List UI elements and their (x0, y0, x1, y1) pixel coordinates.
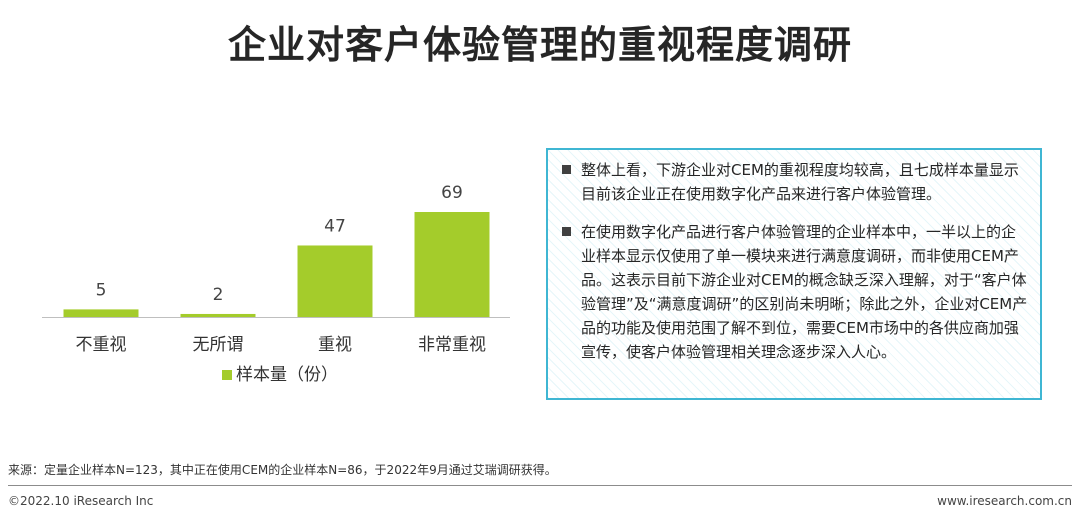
category-label: 无所谓 (193, 335, 244, 355)
footer-divider (8, 485, 1072, 486)
notes-box: 整体上看，下游企业对CEM的重视程度均较高，且七成样本量显示目前该企业正在使用数… (546, 148, 1042, 400)
note-text: 在使用数字化产品进行客户体验管理的企业样本中，一半以上的企业样本显示仅使用了单一… (581, 223, 1028, 361)
note-item: 整体上看，下游企业对CEM的重视程度均较高，且七成样本量显示目前该企业正在使用数… (562, 158, 1028, 206)
note-item: 在使用数字化产品进行客户体验管理的企业样本中，一半以上的企业样本显示仅使用了单一… (562, 220, 1028, 364)
bar-value-label: 5 (96, 280, 107, 300)
bar-3 (297, 245, 373, 317)
website-link[interactable]: www.iresearch.com.cn (937, 494, 1072, 508)
category-label: 非常重视 (418, 335, 486, 355)
category-label: 不重视 (76, 335, 127, 355)
square-bullet-icon (562, 227, 571, 236)
bar-2 (180, 313, 256, 317)
square-bullet-icon (562, 165, 571, 174)
bar-value-label: 2 (213, 285, 224, 305)
bar-4 (414, 212, 490, 317)
legend-swatch (222, 370, 232, 380)
source-note: 来源：定量企业样本N=123，其中正在使用CEM的企业样本N=86，于2022年… (8, 463, 557, 477)
legend-label: 样本量（份） (236, 365, 338, 385)
copyright: ©2022.10 iResearch Inc (8, 494, 154, 508)
category-label: 重视 (318, 335, 352, 355)
note-text: 整体上看，下游企业对CEM的重视程度均较高，且七成样本量显示目前该企业正在使用数… (581, 161, 1019, 203)
bar-value-label: 69 (441, 183, 463, 203)
page-title: 企业对客户体验管理的重视程度调研 (227, 23, 852, 67)
bar-value-label: 47 (324, 216, 346, 236)
bar-1 (63, 309, 139, 317)
